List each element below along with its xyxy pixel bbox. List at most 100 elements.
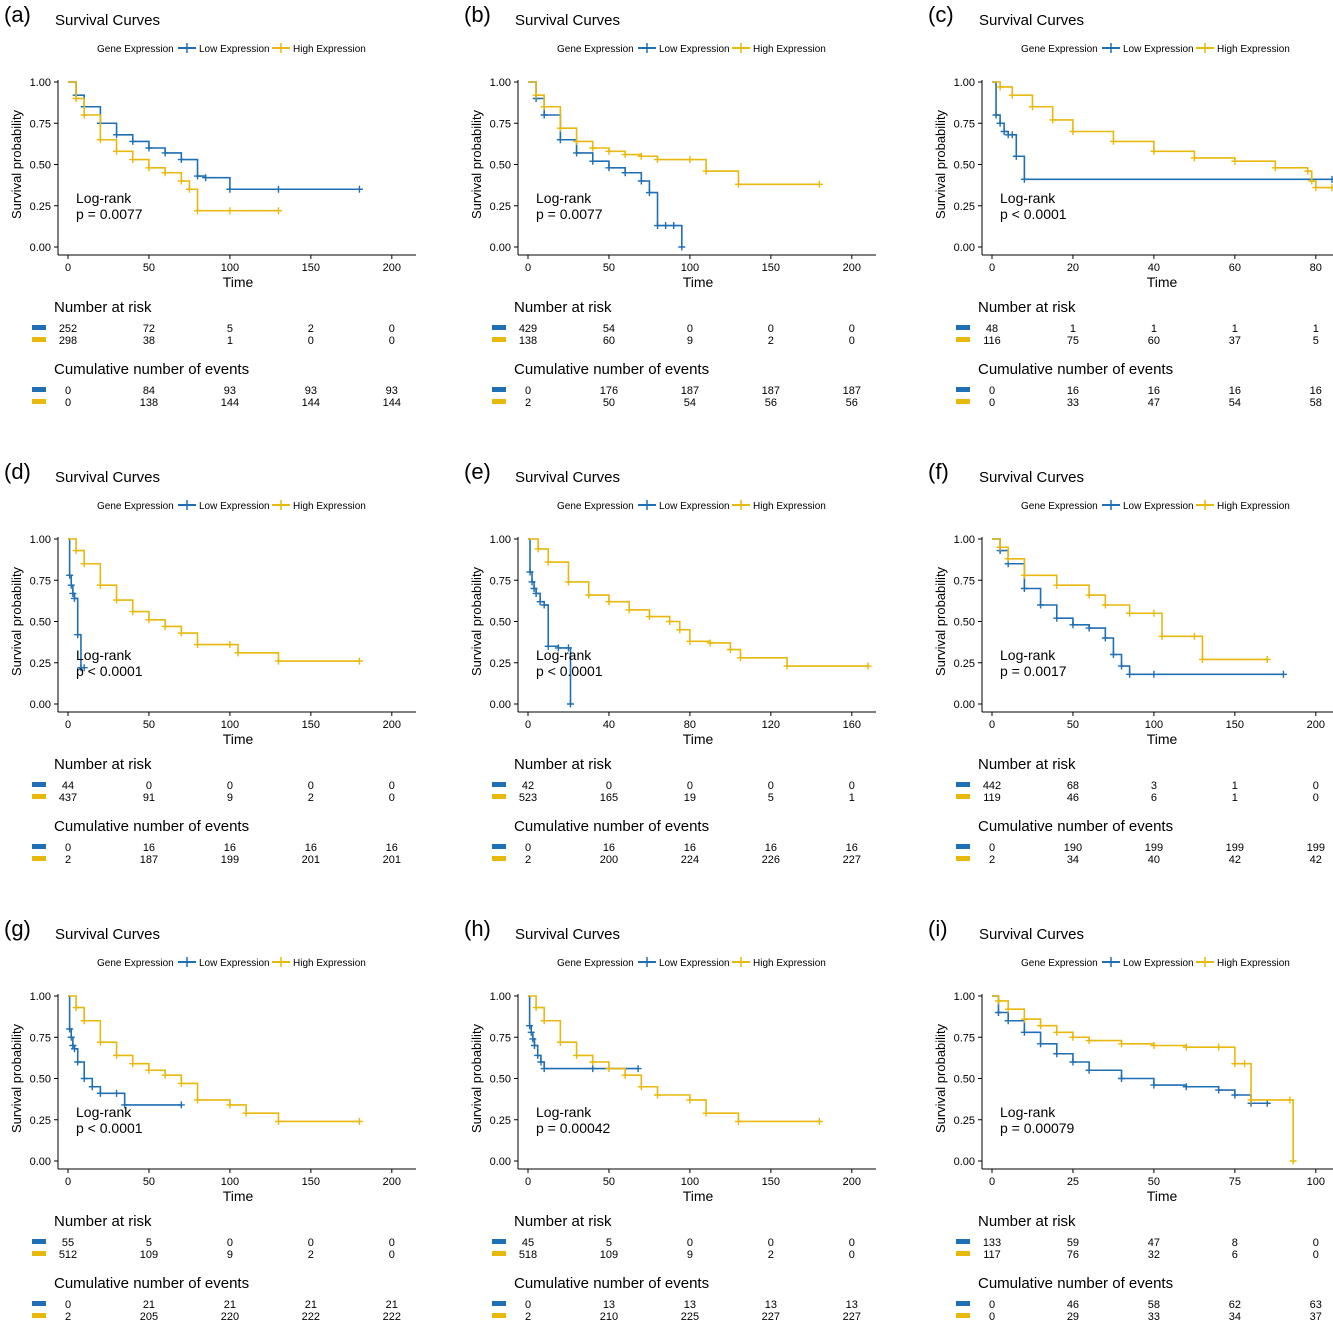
censor-mark-low	[356, 186, 363, 193]
censor-mark-high	[735, 181, 742, 188]
risk-value-high: 0	[849, 335, 855, 347]
logrank-label: Log-rank	[76, 190, 132, 206]
risk-value-high: 1	[1232, 792, 1238, 804]
events-key-low	[956, 387, 970, 392]
risk-value-high: 9	[687, 335, 693, 347]
legend-title: Gene Expression	[1021, 958, 1098, 969]
censor-mark-low	[1086, 625, 1093, 632]
x-tick-label: 200	[843, 262, 861, 274]
y-axis-label: Survival probability	[469, 1023, 484, 1133]
risk-value-low: 0	[849, 323, 855, 335]
censor-mark-high	[1191, 633, 1198, 640]
x-axis-label: Time	[1147, 274, 1178, 290]
censor-mark-high	[1069, 1034, 1076, 1041]
censor-mark-high	[73, 95, 80, 102]
risk-key-low	[956, 325, 970, 330]
risk-value-high: 117	[983, 1249, 1001, 1261]
events-title: Cumulative number of events	[54, 361, 249, 378]
events-title: Cumulative number of events	[978, 818, 1173, 835]
logrank-label: Log-rank	[536, 190, 592, 206]
censor-mark-high	[275, 1118, 282, 1125]
risk-value-high: 37	[1229, 335, 1241, 347]
p-value: p = 0.0077	[76, 206, 143, 222]
risk-value-high: 2	[308, 1249, 314, 1261]
risk-value-low: 1	[1070, 323, 1076, 335]
censor-mark-high	[816, 1118, 823, 1125]
legend-title: Gene Expression	[1021, 44, 1098, 55]
censor-mark-low	[1005, 1017, 1012, 1024]
panel-title: Survival Curves	[515, 926, 620, 943]
censor-mark-high	[235, 649, 242, 656]
censor-mark-low	[1126, 671, 1133, 678]
x-tick-label: 0	[989, 262, 995, 274]
risk-value-high: 6	[1232, 1249, 1238, 1261]
y-tick-label: 1.00	[954, 991, 975, 1003]
censor-mark-high	[703, 168, 710, 175]
y-tick-label: 0.00	[954, 1156, 975, 1168]
censor-mark-low	[1118, 1075, 1125, 1082]
events-value-low: 21	[386, 1299, 398, 1311]
y-tick-label: 0.50	[30, 617, 51, 629]
y-tick-label: 0.00	[954, 242, 975, 254]
y-tick-label: 1.00	[490, 77, 511, 89]
events-value-low: 21	[224, 1299, 236, 1311]
risk-value-low: 0	[227, 1237, 233, 1249]
panel-letter: (g)	[4, 916, 31, 941]
censor-mark-high	[654, 1092, 661, 1099]
risk-value-low: 72	[143, 323, 155, 335]
censor-mark-high	[145, 1067, 152, 1074]
censor-mark-high	[997, 83, 1004, 90]
censor-mark-high	[557, 125, 564, 132]
censor-mark-high	[535, 545, 542, 552]
x-tick-label: 0	[989, 719, 995, 731]
risk-value-low: 42	[522, 780, 534, 792]
panel-title: Survival Curves	[515, 12, 620, 29]
x-tick-label: 40	[1148, 262, 1160, 274]
censor-mark-high	[654, 156, 661, 163]
panel-title: Survival Curves	[979, 926, 1084, 943]
censor-mark-low	[541, 602, 548, 609]
censor-mark-high	[1329, 184, 1333, 191]
events-value-low: 0	[65, 1299, 71, 1311]
legend-low: Low Expression	[1123, 501, 1194, 512]
x-tick-label: 100	[221, 1176, 239, 1188]
risk-value-high: 0	[389, 335, 395, 347]
x-tick-label: 0	[525, 1176, 531, 1188]
panel-title: Survival Curves	[979, 469, 1084, 486]
events-value-high: 0	[989, 1311, 995, 1321]
panel-title: Survival Curves	[55, 469, 160, 486]
events-title: Cumulative number of events	[978, 361, 1173, 378]
risk-value-high: 0	[389, 1249, 395, 1261]
events-value-low: 187	[843, 385, 861, 397]
events-value-low: 0	[989, 842, 995, 854]
censor-mark-high	[865, 663, 872, 670]
events-value-high: 0	[989, 397, 995, 409]
y-tick-label: 0.75	[30, 1032, 51, 1044]
censor-mark-low	[589, 158, 596, 165]
censor-mark-high	[737, 654, 744, 661]
risk-key-high	[492, 1251, 506, 1256]
risk-value-low: 0	[1313, 1237, 1319, 1249]
risk-value-low: 1	[1232, 780, 1238, 792]
events-key-low	[956, 844, 970, 849]
y-tick-label: 0.00	[490, 699, 511, 711]
censor-mark-high	[1231, 1060, 1238, 1067]
risk-value-low: 0	[687, 1237, 693, 1249]
censor-mark-high	[533, 92, 540, 99]
x-tick-label: 120	[762, 719, 780, 731]
x-tick-label: 200	[843, 1176, 861, 1188]
panel-letter: (b)	[464, 2, 491, 27]
events-value-high: 2	[525, 397, 531, 409]
y-tick-label: 0.75	[30, 118, 51, 130]
censor-mark-low	[646, 189, 653, 196]
censor-mark-high	[97, 582, 104, 589]
x-axis-label: Time	[683, 731, 714, 747]
censor-mark-low	[97, 1090, 104, 1097]
x-tick-label: 80	[1310, 262, 1322, 274]
x-axis-label: Time	[683, 1188, 714, 1204]
legend-high: High Expression	[293, 958, 366, 969]
x-axis-label: Time	[223, 274, 254, 290]
censor-mark-low	[529, 1035, 536, 1042]
p-value: p = 0.0077	[536, 206, 603, 222]
